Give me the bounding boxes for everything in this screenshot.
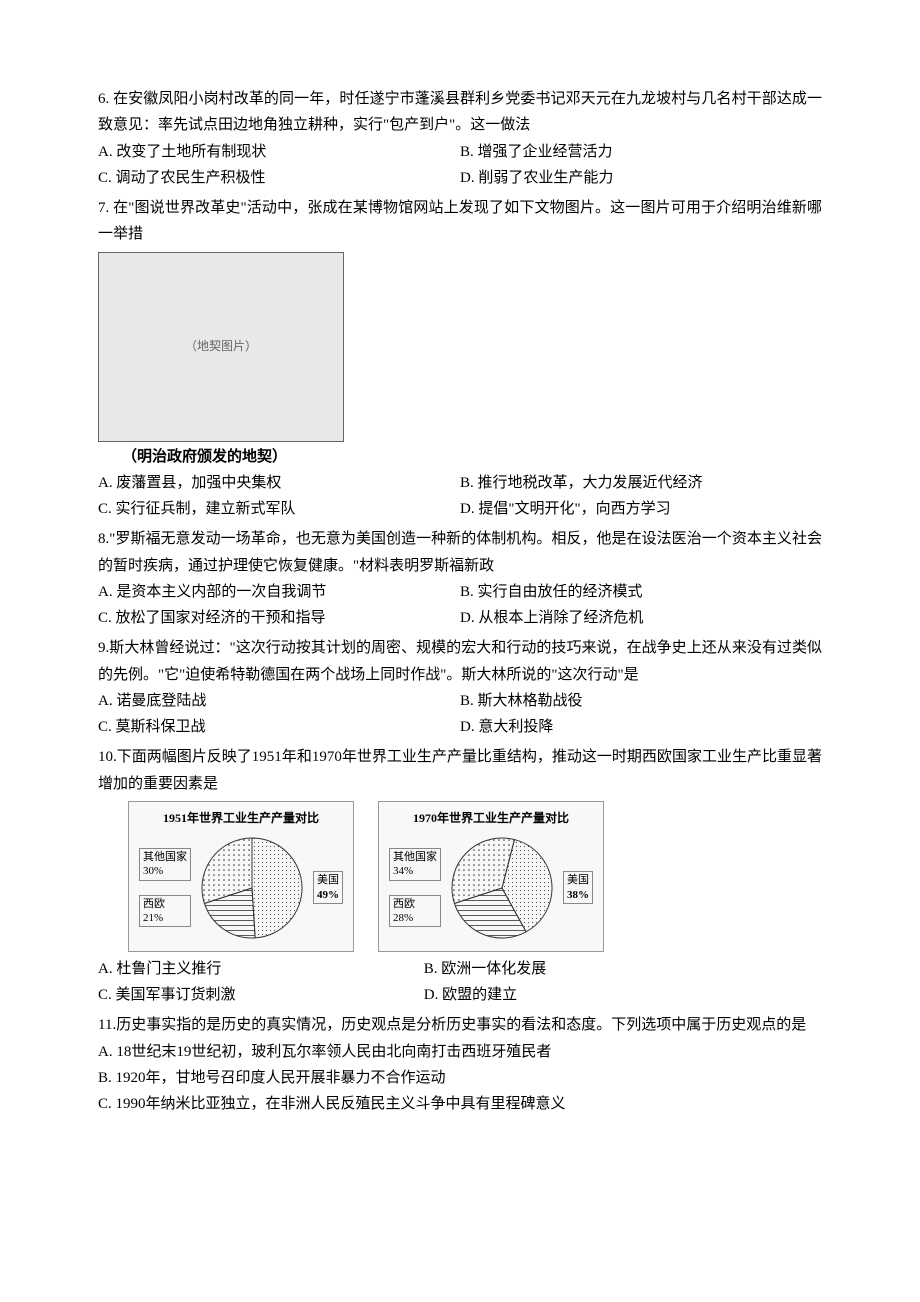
chart1-slices — [202, 838, 302, 938]
q9-opt-b: B. 斯大林格勒战役 — [460, 688, 822, 714]
q11-opt-b: B. 1920年，甘地号召印度人民开展非暴力不合作运动 — [98, 1065, 822, 1091]
question-10-options: A. 杜鲁门主义推行 B. 欧洲一体化发展 C. 美国军事订货刺激 D. 欧盟的… — [98, 956, 822, 1009]
q10-opt-d: D. 欧盟的建立 — [424, 982, 822, 1008]
question-8-options: A. 是资本主义内部的一次自我调节 B. 实行自由放任的经济模式 C. 放松了国… — [98, 579, 822, 632]
chart2-label-us: 美国38% — [563, 871, 593, 904]
chart2-left-labels: 其他国家34% 西欧28% — [389, 848, 441, 927]
chart1-pie-svg — [197, 833, 307, 943]
q7-opt-c: C. 实行征兵制，建立新式军队 — [98, 496, 460, 522]
pie-chart-1951: 1951年世界工业生产产量对比 其他国家30% 西欧21% 美国49% — [128, 801, 354, 952]
q6-opt-c: C. 调动了农民生产积极性 — [98, 165, 460, 191]
question-6: 6. 在安徽凤阳小岗村改革的同一年，时任遂宁市蓬溪县群利乡党委书记邓天元在九龙坡… — [98, 86, 822, 191]
q7-opt-a: A. 废藩置县，加强中央集权 — [98, 470, 460, 496]
question-7-text: 7. 在"图说世界改革史"活动中，张成在某博物馆网站上发现了如下文物图片。这一图… — [98, 195, 822, 248]
q7-opt-d: D. 提倡"文明开化"，向西方学习 — [460, 496, 822, 522]
question-6-text: 6. 在安徽凤阳小岗村改革的同一年，时任遂宁市蓬溪县群利乡党委书记邓天元在九龙坡… — [98, 86, 822, 139]
question-7-options: A. 废藩置县，加强中央集权 B. 推行地税改革，大力发展近代经济 C. 实行征… — [98, 470, 822, 523]
chart1-right-labels: 美国49% — [313, 871, 343, 904]
chart1-left-labels: 其他国家30% 西欧21% — [139, 848, 191, 927]
chart1-label-other: 其他国家30% — [139, 848, 191, 881]
chart2-slices — [452, 838, 552, 938]
question-8-text: 8."罗斯福无意发动一场革命，也无意为美国创造一种新的体制机构。相反，他是在设法… — [98, 526, 822, 579]
question-9-options: A. 诺曼底登陆战 B. 斯大林格勒战役 C. 莫斯科保卫战 D. 意大利投降 — [98, 688, 822, 741]
question-9: 9.斯大林曾经说过："这次行动按其计划的周密、规模的宏大和行动的技巧来说，在战争… — [98, 635, 822, 740]
chart2-right-labels: 美国38% — [563, 871, 593, 904]
q8-opt-d: D. 从根本上消除了经济危机 — [460, 605, 822, 631]
chart2-label-eu: 西欧28% — [389, 895, 441, 928]
chart1-body: 其他国家30% 西欧21% 美国49% — [139, 833, 343, 943]
question-7: 7. 在"图说世界改革史"活动中，张成在某博物馆网站上发现了如下文物图片。这一图… — [98, 195, 822, 522]
q6-opt-d: D. 削弱了农业生产能力 — [460, 165, 822, 191]
pie-chart-1970: 1970年世界工业生产产量对比 其他国家34% 西欧28% 美国38% — [378, 801, 604, 952]
image-alt: （地契图片） — [185, 336, 257, 357]
question-6-options: A. 改变了土地所有制现状 B. 增强了企业经营活力 C. 调动了农民生产积极性… — [98, 139, 822, 192]
question-8: 8."罗斯福无意发动一场革命，也无意为美国创造一种新的体制机构。相反，他是在设法… — [98, 526, 822, 631]
q9-opt-c: C. 莫斯科保卫战 — [98, 714, 460, 740]
chart1-title: 1951年世界工业生产产量对比 — [139, 808, 343, 829]
chart2-pie-svg — [447, 833, 557, 943]
question-11: 11.历史事实指的是历史的真实情况，历史观点是分析历史事实的看法和态度。下列选项… — [98, 1012, 822, 1117]
q11-opt-c: C. 1990年纳米比亚独立，在非洲人民反殖民主义斗争中具有里程碑意义 — [98, 1091, 822, 1117]
q6-opt-b: B. 增强了企业经营活力 — [460, 139, 822, 165]
question-11-text: 11.历史事实指的是历史的真实情况，历史观点是分析历史事实的看法和态度。下列选项… — [98, 1012, 822, 1038]
image-caption: （明治政府颁发的地契） — [122, 444, 822, 470]
q8-opt-a: A. 是资本主义内部的一次自我调节 — [98, 579, 460, 605]
q8-opt-c: C. 放松了国家对经济的干预和指导 — [98, 605, 460, 631]
q9-opt-d: D. 意大利投降 — [460, 714, 822, 740]
chart1-label-eu: 西欧21% — [139, 895, 191, 928]
chart2-title: 1970年世界工业生产产量对比 — [389, 808, 593, 829]
q11-opt-a: A. 18世纪末19世纪初，玻利瓦尔率领人民由北向南打击西班牙殖民者 — [98, 1039, 822, 1065]
q10-opt-b: B. 欧洲一体化发展 — [424, 956, 822, 982]
chart2-label-other: 其他国家34% — [389, 848, 441, 881]
q8-opt-b: B. 实行自由放任的经济模式 — [460, 579, 822, 605]
q9-opt-a: A. 诺曼底登陆战 — [98, 688, 460, 714]
question-10-text: 10.下面两幅图片反映了1951年和1970年世界工业生产产量比重结构，推动这一… — [98, 744, 822, 797]
q10-opt-a: A. 杜鲁门主义推行 — [98, 956, 424, 982]
chart2-body: 其他国家34% 西欧28% 美国38% — [389, 833, 593, 943]
charts-row: 1951年世界工业生产产量对比 其他国家30% 西欧21% 美国49% — [98, 801, 822, 952]
chart1-label-us: 美国49% — [313, 871, 343, 904]
q6-opt-a: A. 改变了土地所有制现状 — [98, 139, 460, 165]
question-11-options: A. 18世纪末19世纪初，玻利瓦尔率领人民由北向南打击西班牙殖民者 B. 19… — [98, 1039, 822, 1118]
land-deed-image: （地契图片） — [98, 252, 344, 442]
question-9-text: 9.斯大林曾经说过："这次行动按其计划的周密、规模的宏大和行动的技巧来说，在战争… — [98, 635, 822, 688]
q10-opt-c: C. 美国军事订货刺激 — [98, 982, 424, 1008]
question-10: 10.下面两幅图片反映了1951年和1970年世界工业生产产量比重结构，推动这一… — [98, 744, 822, 1008]
q7-opt-b: B. 推行地税改革，大力发展近代经济 — [460, 470, 822, 496]
